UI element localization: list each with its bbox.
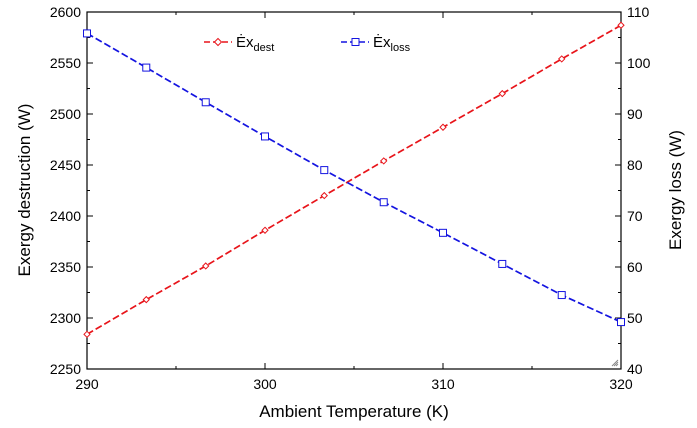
plot-frame (86, 11, 622, 370)
data-point-loss (617, 318, 625, 327)
data-point-dest (558, 55, 566, 63)
left-y-tick-label: 2350 (50, 259, 81, 275)
data-point-loss (379, 198, 388, 207)
series-line-dest (86, 24, 622, 336)
data-point-loss (557, 291, 566, 300)
data-point-dest (202, 262, 210, 270)
data-point-dest (261, 226, 269, 234)
legend-sub-dest: dest (254, 42, 275, 54)
right-y-tick-label: 80 (627, 157, 643, 173)
data-point-loss (83, 29, 91, 38)
data-point-dest (439, 123, 447, 131)
data-point-loss (439, 228, 447, 237)
legend-sub-loss: loss (391, 42, 411, 54)
right-y-tick-label: 70 (627, 208, 643, 224)
data-point-dest (380, 157, 388, 165)
left-y-tick-label: 2250 (50, 361, 81, 377)
x-tick-label: 300 (253, 376, 277, 392)
legend-marker-loss (351, 38, 360, 46)
data-point-loss (320, 166, 329, 175)
resize-grip-icon (611, 359, 619, 367)
legend-label-loss: Ėxloss (373, 33, 411, 54)
legend-name-loss: Ėx (373, 33, 391, 51)
data-point-dest (142, 295, 150, 304)
right-y-tick-label: 90 (627, 106, 643, 122)
right-y-tick-label: 50 (627, 310, 643, 326)
right-y-tick-label: 40 (627, 361, 643, 377)
data-point-loss (201, 98, 210, 107)
left-y-tick-label: 2550 (50, 55, 81, 71)
x-tick-label: 320 (609, 376, 633, 392)
legend: Ėxdest Ėxloss (204, 33, 411, 54)
data-point-loss (142, 63, 151, 72)
series-line-loss (86, 32, 622, 323)
data-point-loss (498, 259, 507, 268)
left-y-tick-label: 2450 (50, 157, 81, 173)
data-point-dest (83, 330, 91, 339)
data-point-dest (617, 21, 625, 29)
legend-label-dest: Ėxdest (236, 33, 274, 54)
left-y-axis-label: Exergy destruction (W) (15, 104, 34, 277)
data-point-dest (498, 89, 506, 98)
x-tick-label: 310 (431, 376, 455, 392)
legend-marker-dest (213, 37, 223, 47)
left-y-tick-label: 2600 (50, 4, 81, 20)
left-y-tick-label: 2300 (50, 310, 81, 326)
right-y-tick-label: 110 (627, 4, 650, 20)
x-tick-label: 290 (75, 376, 99, 392)
series-layer (83, 21, 625, 339)
x-axis-ticks: 290 300 310 320 (75, 12, 633, 392)
right-y-tick-label: 100 (627, 55, 651, 71)
legend-name-dest: Ėx (236, 33, 254, 51)
data-point-loss (261, 132, 269, 141)
left-y-axis-ticks: 2250 2300 2350 2400 2450 2500 2550 2600 (50, 4, 93, 377)
right-y-axis-ticks: 40 50 60 70 80 90 100 110 (615, 4, 651, 377)
left-y-tick-label: 2500 (50, 106, 81, 122)
left-y-tick-label: 2400 (50, 208, 81, 224)
x-axis-label: Ambient Temperature (K) (259, 402, 449, 421)
right-y-axis-label: Exergy loss (W) (666, 130, 685, 250)
right-y-tick-label: 60 (627, 259, 643, 275)
data-point-dest (320, 191, 328, 200)
